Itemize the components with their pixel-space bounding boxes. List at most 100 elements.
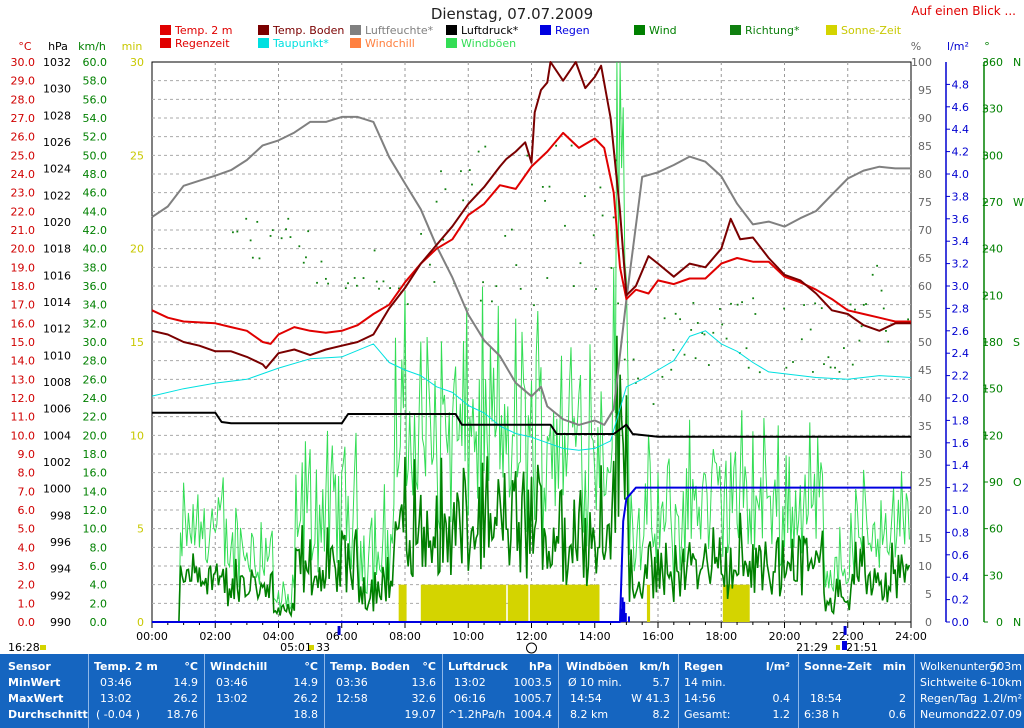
temp-axis-tick: 29.0 [11,75,36,88]
rain-axis-tick: 2.8 [952,302,970,315]
series-wind [171,335,911,623]
stats-labels: Sensor MinWert MaxWert Durchschnitt [0,654,88,728]
humidity-axis-tick: 40 [918,392,932,405]
humidity-axis-tick: 10 [918,560,932,573]
sunset-extra-label: 21:51 [846,641,878,654]
direction-dot [741,301,743,304]
legend-swatch [258,38,269,48]
sunset-tick [843,626,847,635]
direction-dot [298,245,301,248]
direction-dot [880,289,883,292]
legend-label: Windchill [365,37,415,50]
stats-luftdruck-unit: hPa [528,660,552,673]
direction-dot [637,377,639,380]
direction-dot [564,224,566,227]
direction-dot [271,229,274,232]
rain-intensity-bar [627,616,630,622]
direction-dot [546,277,549,279]
stats-luftdruck-avg-note: ^1.2hPa/h [448,708,506,721]
sunrise-marker [309,645,314,650]
legend-swatch [634,25,645,35]
humidity-axis-tick: 30 [918,448,932,461]
direction-axis-tick: 0 [996,616,1003,629]
rain-axis-tick: 4.6 [952,101,970,114]
legend-label: Regenzeit [175,37,230,50]
humidity-axis-tick: 70 [918,224,932,237]
legend-label: Windböen [461,37,516,50]
legend-label: Luftdruck* [461,24,519,37]
legend-label: Taupunkt* [272,37,329,50]
x-tick-label: 00:00 [136,630,168,643]
stats-regen-title: Regen [684,660,724,673]
direction-axis-tick: 300 [982,149,1003,162]
wind-axis-tick: 10.0 [83,523,108,536]
sun-block [507,584,529,622]
pressure-axis-tick: 1000 [43,483,71,496]
rain-axis-tick: 1.6 [952,437,970,450]
stats-windboeen-max-val: W 41.3 [631,692,670,705]
direction-dot [721,323,724,326]
rain-axis-tick: 4.8 [952,78,970,91]
direction-axis-compass: N [1013,616,1021,629]
stats-windboeen-unit: km/h [639,660,670,673]
series-luftdruck [152,411,911,438]
direction-dot [482,281,484,284]
stats-sonne-avg-note: 6:38 h [804,708,840,721]
stats-tempboden-max-time: 12:58 [336,692,368,705]
legend-swatch [160,38,171,48]
direction-dot [858,339,861,342]
wind-axis-tick: 48.0 [83,168,108,181]
wind-axis-tick: 46.0 [83,187,108,200]
pressure-axis-tick: 1028 [43,109,71,122]
temp-axis-tick: 21.0 [11,224,36,237]
temp-axis-tick: 9.0 [18,448,36,461]
stats-windchill-min-time: 03:46 [216,676,248,689]
stats-regen-avg-note: Gesamt: [684,708,731,721]
direction-dot [679,318,681,321]
humidity-axis-tick: 20 [918,504,932,517]
direction-dot [444,188,447,191]
wind-axis-tick: 58.0 [83,75,108,88]
rain-intensity-bar [620,608,623,622]
direction-dot [712,331,715,334]
direction-dot [572,285,575,287]
direction-dot [823,363,825,366]
overview-link[interactable]: Auf einen Blick ... [911,4,1016,18]
direction-dot [854,308,856,311]
direction-axis-tick: 240 [982,243,1003,256]
direction-dot [725,337,728,340]
temp-axis-tick: 27.0 [11,112,36,125]
stats-temp2m: Temp. 2 m °C 03:46 14.9 13:02 26.2 ( -0.04 … [90,654,202,728]
legend-label: Luftfeuchte* [365,24,434,37]
rain-axis-tick: 3.8 [952,190,970,203]
legend-label: Sonne-Zeit [841,24,902,37]
wind-axis-tick: 60.0 [83,56,108,69]
temp-axis-tick: 19.0 [11,261,36,274]
direction-dot [548,185,551,188]
rain-axis-tick: 0.2 [952,594,970,607]
wind-axis-tick: 2.0 [90,597,108,610]
direction-dot [435,200,438,203]
stats-sonne-max-val: 2 [899,692,906,705]
stats-windchill-unit: °C [304,660,318,673]
stats-sonne: Sonne-Zeit min 18:54 2 6:38 h 0.6 [800,654,912,728]
direction-dot [838,370,841,373]
pressure-axis-tick: 1014 [43,296,71,309]
temp-axis-tick: 4.0 [18,541,36,554]
direction-dot [327,282,330,285]
stats-extra-value: 503m [990,660,1022,673]
direction-dot [287,217,290,220]
pressure-axis-tick: 1010 [43,349,71,362]
pressure-axis-unit: hPa [48,40,68,53]
pressure-axis-tick: 1030 [43,83,71,96]
wind-axis-tick: 42.0 [83,224,108,237]
rain-axis-tick: 2.0 [952,392,970,405]
direction-axis-compass: O [1013,476,1022,489]
legend-swatch [350,25,361,35]
stats-windchill-title: Windchill [210,660,268,673]
stats-regen-avg-val: 1.2 [772,708,791,721]
stats-tempboden-unit: °C [422,660,436,673]
direction-dot [362,277,365,279]
direction-dot [526,154,529,157]
sun-block [420,584,507,622]
